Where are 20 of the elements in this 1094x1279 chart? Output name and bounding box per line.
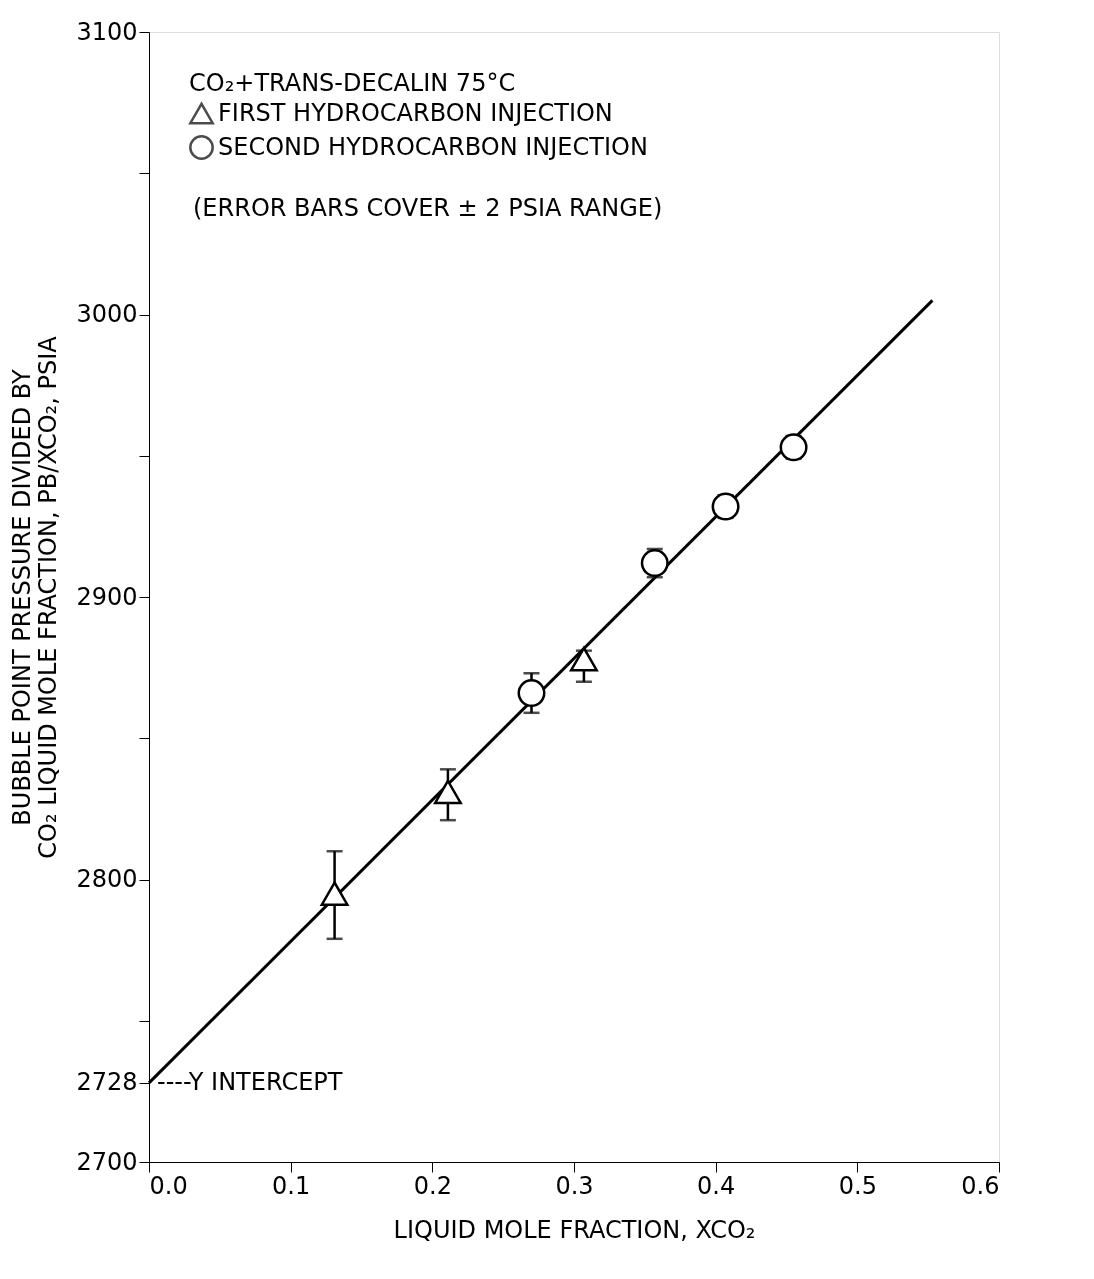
y-axis-title: BUBBLE POINT PRESSURE DIVIDED BY CO₂ LIQUID MOLE FRACTION, PB/XCO₂, PSIA — [8, 335, 63, 859]
x-tick-label: 0.5 — [838, 1171, 877, 1200]
legend-title: CO₂+TRANS-DECALIN 75°C — [189, 69, 516, 97]
y-tick-label: 2800 — [76, 865, 138, 893]
x-tick-label: 0.3 — [555, 1171, 594, 1200]
annotation: (ERROR BARS COVER ± 2 PSIA RANGE) — [193, 194, 663, 222]
y-tick-label: 2900 — [76, 582, 138, 611]
legend-label: FIRST HYDROCARBON INJECTION — [218, 98, 613, 127]
x-tick-label: 0.2 — [413, 1171, 452, 1200]
y-tick-label: 3100 — [76, 17, 138, 46]
x-tick-label: 0.6 — [961, 1171, 1000, 1200]
x-axis-title: LIQUID MOLE FRACTION, XCO₂ — [393, 1215, 756, 1244]
y-tick-label: 2700 — [76, 1147, 138, 1176]
x-tick-label: 0.1 — [272, 1171, 311, 1200]
x-tick-label: 0.0 — [149, 1171, 188, 1200]
y-tick-label: 2728 — [76, 1068, 138, 1097]
y-tick-label: 3000 — [76, 300, 138, 328]
x-tick-label: 0.4 — [697, 1171, 736, 1200]
annotation: ----Y INTERCEPT — [157, 1067, 343, 1096]
legend-label: SECOND HYDROCARBON INJECTION — [218, 132, 648, 161]
